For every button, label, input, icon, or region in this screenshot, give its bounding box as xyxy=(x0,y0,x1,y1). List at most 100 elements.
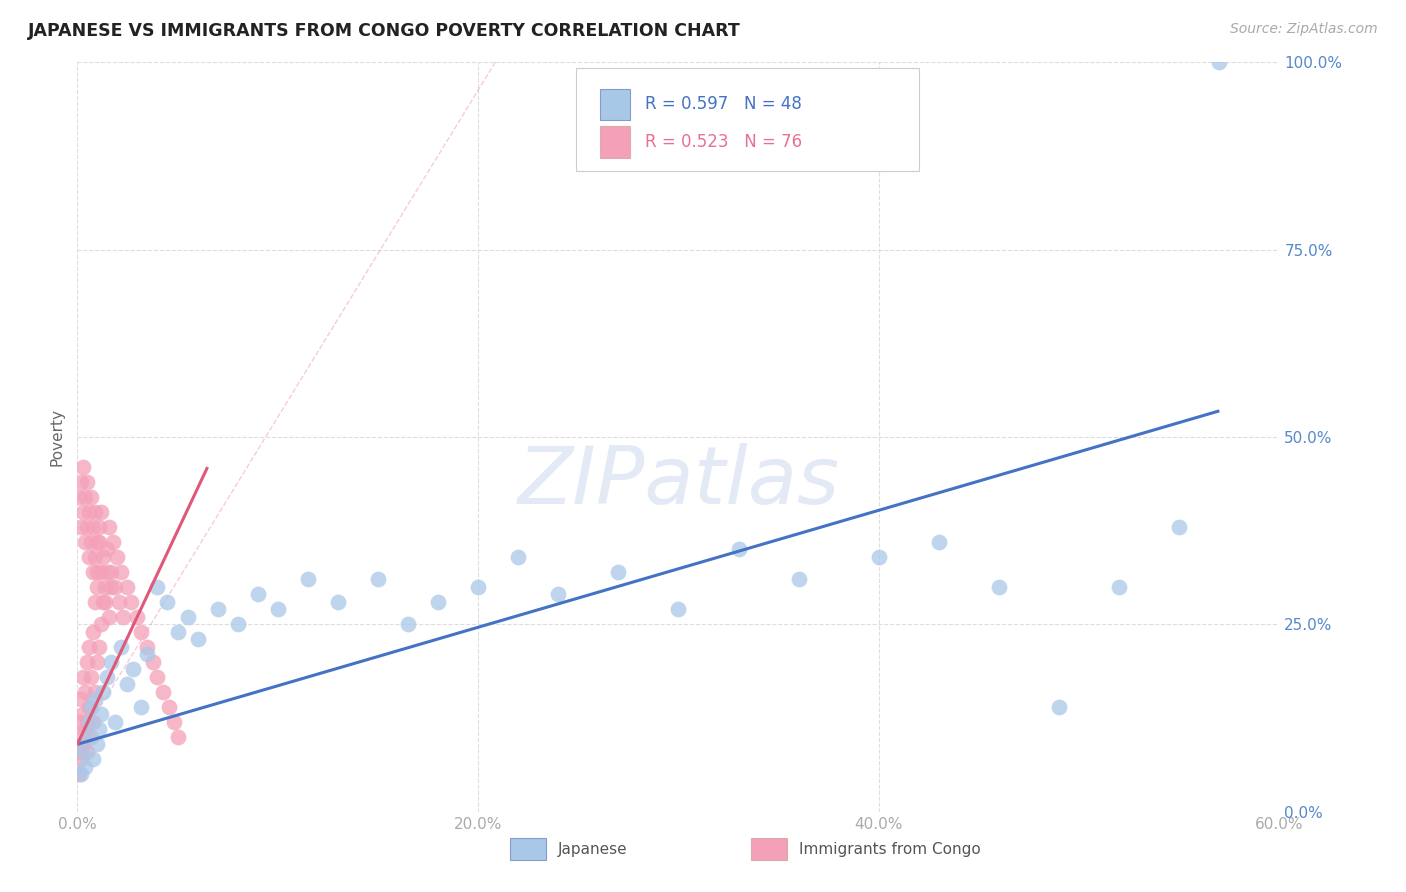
Point xyxy=(668,602,690,616)
Point xyxy=(727,542,749,557)
Point xyxy=(1168,520,1191,534)
Text: Immigrants from Congo: Immigrants from Congo xyxy=(799,842,980,856)
Point xyxy=(96,670,118,684)
Point xyxy=(89,640,111,654)
Text: Source: ZipAtlas.com: Source: ZipAtlas.com xyxy=(1230,22,1378,37)
Point xyxy=(67,490,90,504)
Point xyxy=(988,580,1011,594)
Point xyxy=(82,565,104,579)
Point xyxy=(108,595,131,609)
Point xyxy=(70,767,93,781)
Point xyxy=(98,520,121,534)
Point xyxy=(547,587,569,601)
Point xyxy=(76,730,98,744)
Point xyxy=(187,632,209,647)
Point xyxy=(82,520,104,534)
Point xyxy=(607,565,630,579)
Point xyxy=(96,542,118,557)
Point xyxy=(84,685,107,699)
Point xyxy=(100,580,122,594)
Point xyxy=(90,505,112,519)
Point xyxy=(82,714,104,729)
Point xyxy=(396,617,419,632)
Point xyxy=(928,535,950,549)
Point xyxy=(75,685,97,699)
Point xyxy=(226,617,249,632)
Point xyxy=(96,565,118,579)
Point xyxy=(70,475,93,489)
Point xyxy=(72,737,94,751)
Point xyxy=(162,714,184,729)
Point xyxy=(89,535,111,549)
Point xyxy=(80,490,103,504)
Point xyxy=(142,655,165,669)
Point xyxy=(131,699,153,714)
Point xyxy=(67,767,90,781)
Point xyxy=(367,573,389,587)
Point xyxy=(117,580,139,594)
Point xyxy=(100,565,122,579)
Point xyxy=(136,648,159,662)
Point xyxy=(110,565,132,579)
Point xyxy=(89,723,111,737)
Text: R = 0.597   N = 48: R = 0.597 N = 48 xyxy=(645,95,801,113)
Point xyxy=(80,670,103,684)
Point xyxy=(146,670,169,684)
Point xyxy=(467,580,489,594)
Text: Japanese: Japanese xyxy=(558,842,628,856)
Point xyxy=(84,595,107,609)
Text: JAPANESE VS IMMIGRANTS FROM CONGO POVERTY CORRELATION CHART: JAPANESE VS IMMIGRANTS FROM CONGO POVERT… xyxy=(28,22,741,40)
Point xyxy=(112,610,135,624)
Point xyxy=(868,549,890,564)
Point xyxy=(79,640,101,654)
Point xyxy=(80,535,103,549)
Point xyxy=(76,655,98,669)
Point xyxy=(76,475,98,489)
Bar xyxy=(751,838,786,861)
Bar xyxy=(510,838,546,861)
Point xyxy=(98,610,121,624)
Point xyxy=(94,580,117,594)
Point xyxy=(80,730,103,744)
Point xyxy=(110,640,132,654)
Point xyxy=(100,655,122,669)
Bar xyxy=(600,88,630,120)
Point xyxy=(246,587,269,601)
Point xyxy=(84,505,107,519)
Point xyxy=(76,714,98,729)
Point xyxy=(120,595,142,609)
Point xyxy=(72,670,94,684)
Point xyxy=(159,699,181,714)
Point xyxy=(75,723,97,737)
Point xyxy=(94,595,117,609)
Point xyxy=(787,573,810,587)
Point xyxy=(75,535,97,549)
Point xyxy=(86,580,108,594)
Point xyxy=(90,617,112,632)
Point xyxy=(93,595,115,609)
Point xyxy=(146,580,169,594)
Point xyxy=(82,752,104,766)
Point xyxy=(84,549,107,564)
Y-axis label: Poverty: Poverty xyxy=(49,408,65,467)
Text: R = 0.523   N = 76: R = 0.523 N = 76 xyxy=(645,133,801,151)
Point xyxy=(93,549,115,564)
Point xyxy=(326,595,349,609)
Point xyxy=(90,707,112,722)
Point xyxy=(122,662,145,676)
Point xyxy=(156,595,179,609)
Point xyxy=(104,714,127,729)
Point xyxy=(75,490,97,504)
Point xyxy=(79,714,101,729)
Point xyxy=(93,685,115,699)
Point xyxy=(79,549,101,564)
Point xyxy=(267,602,290,616)
Point xyxy=(70,520,93,534)
Point xyxy=(1208,55,1230,70)
Point xyxy=(86,565,108,579)
Point xyxy=(131,624,153,639)
Point xyxy=(89,520,111,534)
Point xyxy=(508,549,530,564)
Point xyxy=(103,535,125,549)
Point xyxy=(166,624,188,639)
